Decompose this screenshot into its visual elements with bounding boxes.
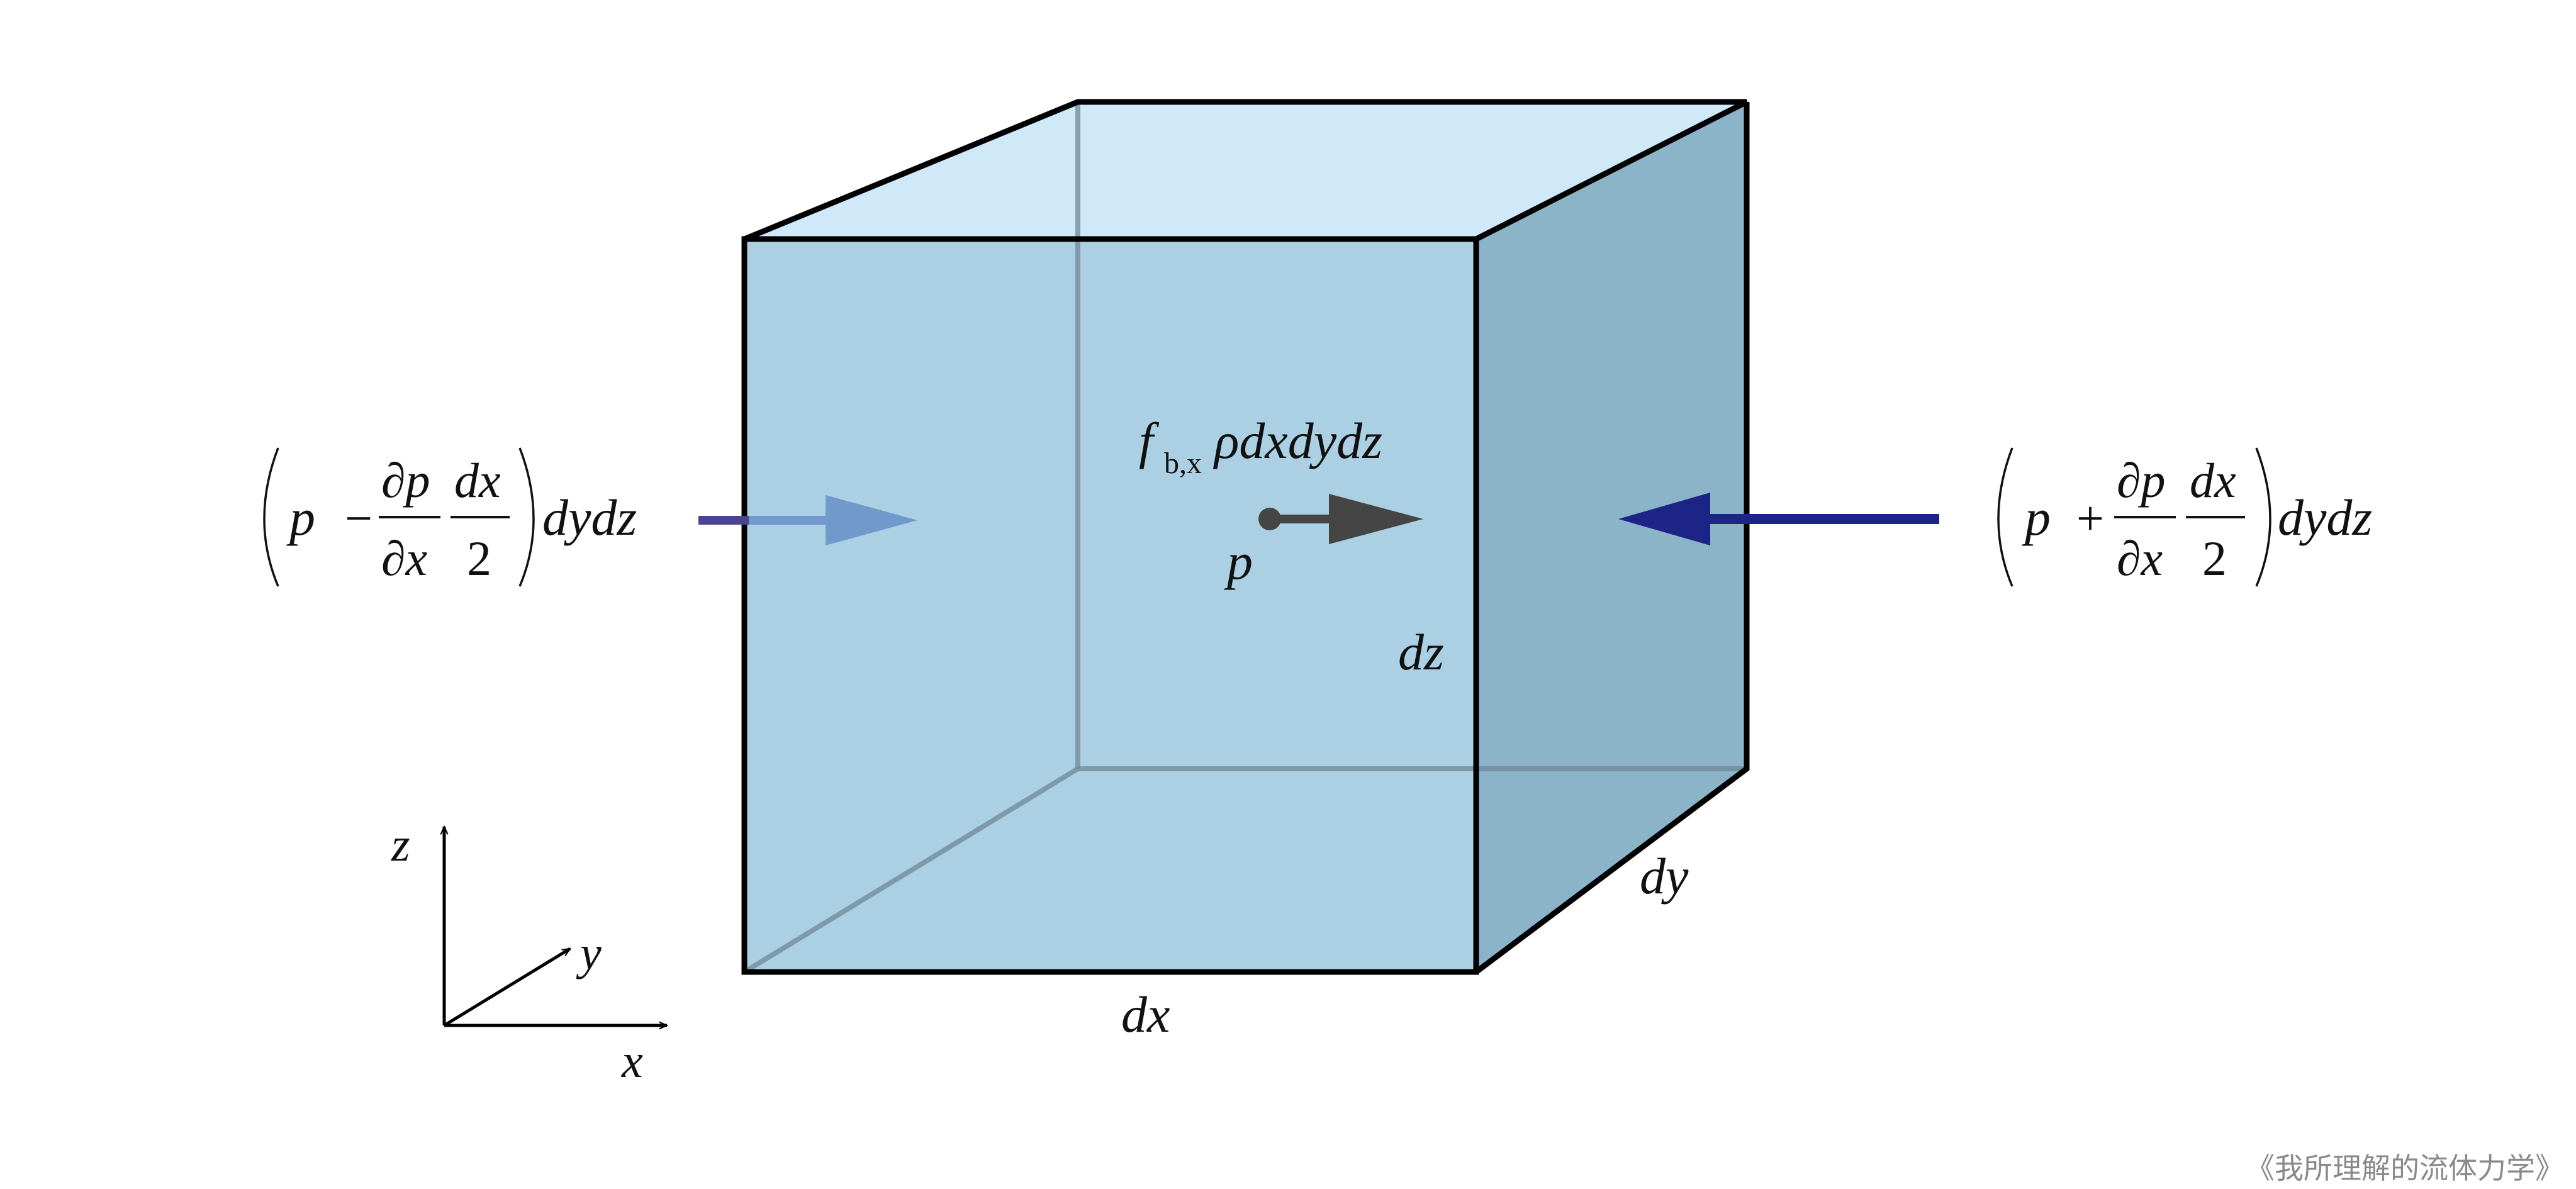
left-force-frac-num: dx: [454, 453, 501, 508]
left-force-tail: dydz: [542, 489, 637, 546]
right-force-p: p: [2022, 489, 2051, 546]
left-paren: [1997, 447, 2013, 587]
dimension-dy-label: dy: [1640, 847, 1689, 905]
right-force-frac-num: dx: [2190, 453, 2236, 508]
left-force-label: p − ∂p ∂x dx 2 dydz: [263, 447, 637, 587]
body-force-arrow: [1258, 494, 1423, 544]
right-force-dp: ∂p: [2117, 453, 2166, 508]
point-p-label: p: [1224, 533, 1253, 590]
left-force-minus: −: [345, 491, 372, 545]
right-force-tail: dydz: [2278, 489, 2372, 546]
body-force-subscript: b,x: [1164, 447, 1202, 480]
arrow-right-icon: [826, 495, 917, 545]
fluid-element-cube: [741, 99, 1750, 975]
left-force-p: p: [286, 489, 315, 546]
cube-right-face: [1476, 102, 1747, 972]
arrow-right-icon: [1329, 494, 1423, 544]
right-paren: [2255, 447, 2271, 587]
left-force-frac-den: 2: [467, 531, 491, 586]
dimension-dz-label: dz: [1398, 623, 1444, 681]
axis-y-label: y: [576, 927, 602, 980]
dimension-dx-label: dx: [1121, 986, 1170, 1043]
axis-y-arrow: [443, 947, 570, 1027]
right-force-dx: ∂x: [2117, 531, 2163, 586]
left-force-dp: ∂p: [381, 453, 430, 508]
left-paren: [263, 447, 279, 587]
coordinate-axes: z y x: [391, 818, 667, 1088]
cube-hidden-edges: [742, 102, 1747, 974]
axis-x-label: x: [621, 1035, 643, 1088]
arrow-left-icon: [1618, 493, 1710, 545]
right-paren: [518, 447, 535, 587]
right-force-frac-den: 2: [2202, 531, 2227, 586]
right-force-label: p + ∂p ∂x dx 2 dydz: [1997, 447, 2372, 587]
right-force-plus: +: [2076, 491, 2104, 545]
left-force-dx: ∂x: [381, 531, 428, 586]
cube-visible-edges: [741, 99, 1750, 975]
axis-z-label: z: [391, 818, 410, 871]
right-pressure-arrow: [1618, 493, 1939, 545]
cube-front-face: [744, 239, 1476, 972]
left-pressure-arrow: [698, 495, 917, 545]
body-force-expression: ρdxdydz: [1212, 412, 1382, 469]
source-caption: 《我所理解的流体力学》: [2246, 1151, 2564, 1185]
